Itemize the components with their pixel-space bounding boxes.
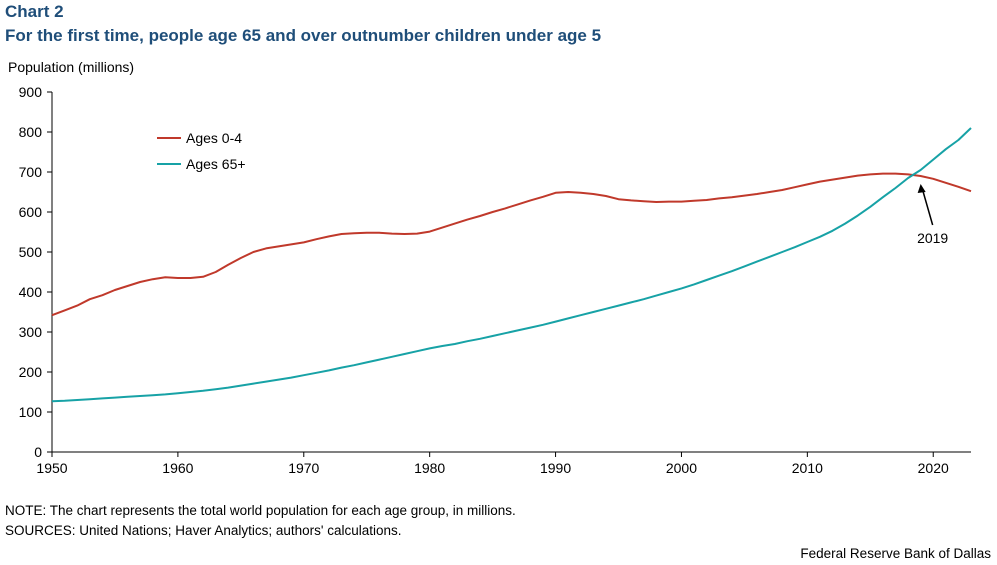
annotation-label: 2019 [917,230,948,246]
legend-label: Ages 0-4 [186,130,242,146]
y-tick-label: 200 [19,364,43,380]
series-lines [51,127,972,403]
series-line-ages-0-4 [51,172,972,317]
annotation-arrowhead [917,184,926,193]
x-tick-label: 1950 [36,460,67,476]
axes [47,91,971,457]
y-tick-label: 500 [19,244,43,260]
chart-number-label: Chart 2 [5,2,64,21]
source-credit: Federal Reserve Bank of Dallas [800,546,991,561]
y-tick-label: 800 [19,124,43,140]
chart-note: NOTE: The chart represents the total wor… [5,503,516,518]
tick-labels: 0 100 200 300 400 500 600 700 800 900 1950 1960 1970… [19,84,949,476]
chart-sources: SOURCES: United Nations; Haver Analytics… [5,523,402,538]
y-tick-label: 400 [19,284,43,300]
legend-label: Ages 65+ [186,156,246,172]
y-axis-title: Population (millions) [8,59,134,75]
y-tick-label: 700 [19,164,43,180]
y-tick-label: 100 [19,404,43,420]
x-tick-label: 1970 [288,460,319,476]
y-tick-label: 0 [34,444,42,460]
x-tick-label: 2020 [918,460,949,476]
x-tick-label: 2000 [666,460,697,476]
annotations: 2019 [917,184,948,246]
x-tick-label: 1960 [162,460,193,476]
x-tick-label: 1980 [414,460,445,476]
line-chart: Population (millions) 0 100 200 300 400 500 60… [8,59,972,476]
legend: Ages 0-4 Ages 65+ [157,130,246,172]
series-line-ages-65-plus [51,127,972,403]
annotation-arrow [921,189,934,226]
x-tick-label: 2010 [792,460,823,476]
x-tick-label: 1990 [540,460,571,476]
y-tick-label: 300 [19,324,43,340]
y-tick-label: 600 [19,204,43,220]
chart-title: For the first time, people age 65 and ov… [5,26,602,45]
y-tick-label: 900 [19,84,43,100]
